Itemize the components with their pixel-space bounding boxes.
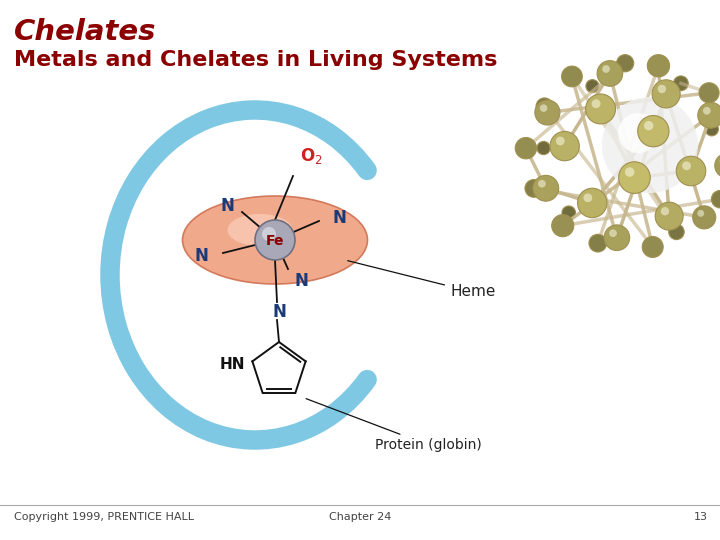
Circle shape: [535, 100, 560, 125]
Text: Chapter 24: Chapter 24: [329, 512, 391, 522]
Circle shape: [642, 237, 663, 258]
Circle shape: [586, 79, 599, 93]
Circle shape: [703, 107, 711, 114]
Circle shape: [536, 98, 553, 114]
Circle shape: [609, 230, 617, 237]
Circle shape: [638, 116, 669, 147]
Circle shape: [699, 83, 719, 103]
Circle shape: [682, 161, 691, 170]
Circle shape: [538, 180, 546, 187]
Text: N: N: [220, 197, 234, 215]
Circle shape: [552, 214, 574, 237]
Circle shape: [697, 210, 704, 217]
Circle shape: [618, 162, 650, 193]
Text: HN: HN: [220, 357, 245, 372]
Text: N: N: [332, 209, 346, 227]
Circle shape: [655, 202, 683, 230]
Circle shape: [592, 99, 600, 108]
Circle shape: [597, 60, 623, 86]
Text: Heme: Heme: [348, 261, 495, 300]
Text: Copyright 1999, PRENTICE HALL: Copyright 1999, PRENTICE HALL: [14, 512, 194, 522]
Circle shape: [540, 104, 547, 112]
Text: N: N: [294, 272, 308, 290]
Text: 13: 13: [694, 512, 708, 522]
Circle shape: [550, 131, 580, 161]
Circle shape: [562, 206, 575, 220]
Circle shape: [562, 66, 582, 87]
Text: Fe: Fe: [266, 234, 284, 248]
Circle shape: [657, 85, 666, 93]
Circle shape: [556, 137, 564, 145]
Circle shape: [715, 153, 720, 178]
Ellipse shape: [228, 214, 292, 246]
Text: N: N: [272, 303, 286, 321]
Circle shape: [711, 191, 720, 208]
Text: Chelates: Chelates: [14, 18, 156, 46]
Circle shape: [602, 65, 610, 73]
Circle shape: [693, 206, 716, 229]
Text: O$_2$: O$_2$: [300, 146, 323, 166]
Text: Metals and Chelates in Living Systems: Metals and Chelates in Living Systems: [14, 50, 498, 70]
Circle shape: [652, 80, 680, 108]
Circle shape: [583, 193, 593, 202]
Circle shape: [533, 176, 559, 201]
Ellipse shape: [182, 196, 367, 284]
Circle shape: [537, 141, 550, 154]
Circle shape: [705, 123, 719, 136]
Circle shape: [602, 97, 698, 193]
Circle shape: [516, 138, 536, 159]
Circle shape: [698, 103, 720, 128]
Circle shape: [669, 224, 684, 240]
Circle shape: [255, 220, 295, 260]
Circle shape: [673, 76, 688, 91]
Text: N: N: [194, 247, 208, 265]
Circle shape: [262, 227, 276, 241]
Circle shape: [616, 55, 634, 72]
Circle shape: [525, 179, 543, 197]
Circle shape: [604, 225, 630, 251]
Circle shape: [676, 156, 706, 186]
Circle shape: [625, 167, 634, 177]
Circle shape: [647, 55, 670, 77]
Circle shape: [618, 113, 658, 153]
Circle shape: [661, 207, 669, 215]
Circle shape: [644, 121, 653, 130]
Circle shape: [577, 188, 607, 218]
Text: Protein (globin): Protein (globin): [306, 399, 482, 452]
Circle shape: [585, 94, 616, 124]
Circle shape: [589, 234, 607, 252]
